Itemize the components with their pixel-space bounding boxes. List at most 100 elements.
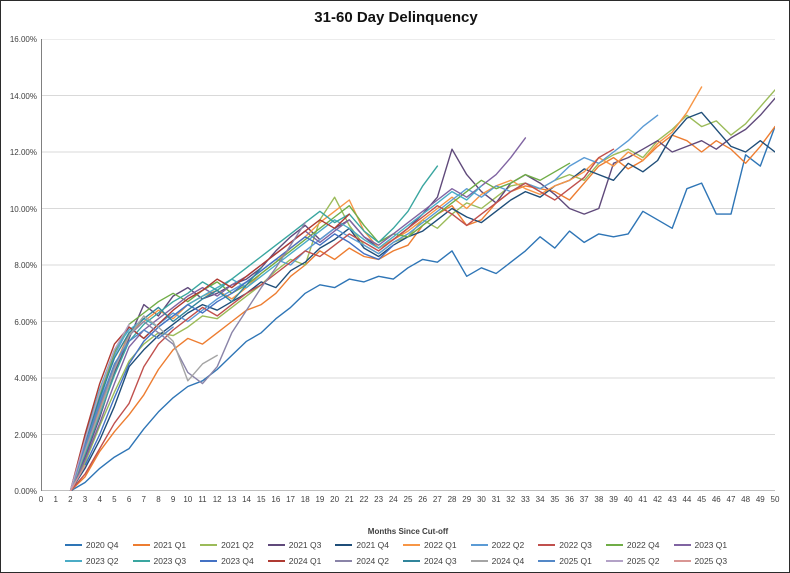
x-tick-label: 38 — [594, 495, 604, 504]
legend-item-2022-Q3: 2022 Q3 — [538, 540, 592, 550]
x-tick-label: 22 — [359, 495, 369, 504]
series-line-2022-Q1 — [69, 86, 703, 491]
x-tick-label: 46 — [711, 495, 721, 504]
legend-label: 2024 Q4 — [491, 556, 525, 566]
x-tick-label: 21 — [344, 495, 354, 504]
x-tick-label: 8 — [156, 495, 161, 504]
x-tick-label: 2 — [68, 495, 73, 504]
series-line-2021-Q1 — [69, 125, 775, 491]
series-line-2024-Q1 — [69, 213, 350, 491]
x-tick-label: 24 — [388, 495, 398, 504]
x-tick-label: 15 — [256, 495, 266, 504]
legend-label: 2024 Q2 — [356, 556, 389, 566]
series-line-2023-Q4 — [69, 233, 394, 491]
legend-item-2023-Q1: 2023 Q1 — [673, 540, 728, 550]
legend-item-2024-Q4: 2024 Q4 — [470, 556, 525, 566]
x-tick-label: 1 — [53, 495, 58, 504]
legend-row-1: 2020 Q4 2021 Q1 2021 Q2 2021 Q3 2021 Q4 2022 … — [1, 540, 789, 550]
x-tick-label: 20 — [330, 495, 340, 504]
legend-label: 2025 Q2 — [626, 556, 660, 566]
series-line-2025-Q3 — [69, 464, 86, 491]
legend-label: 2024 Q3 — [424, 556, 457, 566]
x-tick-label: 9 — [170, 495, 176, 504]
legend-line-swatch — [605, 560, 623, 562]
x-tick-label: 40 — [623, 495, 633, 504]
x-tick-label: 13 — [227, 495, 237, 504]
legend-line-swatch — [538, 544, 556, 546]
x-tick-label: 36 — [565, 495, 574, 504]
x-tick-label: 30 — [476, 495, 486, 504]
x-tick-label: 35 — [550, 495, 560, 504]
x-tick-label: 26 — [418, 495, 428, 504]
legend-line-swatch — [200, 544, 218, 546]
x-tick-label: 6 — [126, 495, 132, 504]
legend-line-swatch — [267, 544, 285, 546]
y-tick-label: 2.00% — [14, 430, 37, 440]
legend-line-swatch — [538, 560, 556, 562]
x-tick-label: 4 — [97, 495, 102, 504]
x-tick-label: 0 — [38, 495, 44, 504]
legend-item-2022-Q2: 2022 Q2 — [470, 540, 525, 550]
x-tick-label: 16 — [271, 495, 281, 504]
series-line-2024-Q3 — [69, 267, 262, 491]
x-tick-label: 17 — [286, 495, 295, 504]
x-tick-label: 33 — [520, 495, 530, 504]
series-line-2024-Q4 — [69, 315, 218, 491]
legend-item-2023-Q2: 2023 Q2 — [64, 556, 119, 566]
legend-item-2020-Q4: 2020 Q4 — [64, 540, 119, 550]
legend-label: 2024 Q1 — [288, 556, 322, 566]
legend-row-2: 2023 Q2 2023 Q3 2023 Q4 2024 Q1 2024 Q2 2024 … — [1, 556, 789, 566]
x-tick-label: 3 — [82, 495, 88, 504]
legend-label: 2023 Q1 — [694, 540, 728, 550]
x-tick-label: 18 — [300, 495, 310, 504]
legend-line-swatch — [403, 560, 420, 562]
legend-item-2025-Q1: 2025 Q1 — [538, 556, 592, 566]
series-line-2025-Q2 — [69, 323, 130, 491]
series-line-2023-Q1 — [69, 137, 527, 491]
x-tick-label: 47 — [726, 495, 736, 504]
x-tick-label: 25 — [403, 495, 413, 504]
y-tick-label: 16.00% — [9, 35, 37, 44]
x-tick-label: 12 — [212, 495, 222, 504]
series-line-2022-Q3 — [69, 148, 615, 491]
legend-item-2022-Q4: 2022 Q4 — [605, 540, 660, 550]
legend-label: 2023 Q4 — [221, 556, 254, 566]
series-line-2024-Q2 — [69, 221, 306, 491]
legend-item-2022-Q1: 2022 Q1 — [403, 540, 457, 550]
series-line-2021-Q4 — [69, 111, 775, 491]
series-line-2023-Q3 — [69, 165, 439, 491]
legend-label: 2023 Q2 — [85, 556, 119, 566]
legend-item-2023-Q4: 2023 Q4 — [200, 556, 254, 566]
x-tick-label: 42 — [653, 495, 662, 504]
legend-item-2023-Q3: 2023 Q3 — [132, 556, 186, 566]
legend-line-swatch — [267, 560, 285, 562]
x-tick-label: 31 — [491, 495, 501, 504]
legend-line-swatch — [335, 544, 353, 546]
x-tick-label: 7 — [141, 495, 146, 504]
legend-label: 2022 Q4 — [626, 540, 660, 550]
legend-label: 2021 Q3 — [288, 540, 322, 550]
x-tick-label: 39 — [609, 495, 618, 504]
legend-label: 2021 Q2 — [221, 540, 254, 550]
legend-label: 2025 Q1 — [559, 556, 592, 566]
x-tick-label: 27 — [432, 495, 442, 504]
y-tick-label: 4.00% — [14, 374, 37, 383]
x-tick-label: 50 — [770, 495, 780, 504]
x-tick-label: 43 — [667, 495, 677, 504]
chart-title: 31-60 Day Delinquency — [314, 9, 478, 26]
legend-line-swatch — [64, 560, 82, 562]
plot-area — [41, 39, 775, 491]
legend-item-2024-Q3: 2024 Q3 — [403, 556, 457, 566]
x-tick-label: 32 — [506, 495, 516, 504]
legend-label: 2022 Q1 — [424, 540, 457, 550]
legend-label: 2022 Q2 — [491, 540, 525, 550]
x-tick-label: 19 — [315, 495, 325, 504]
y-tick-label: 0.00% — [14, 487, 37, 496]
y-tick-label: 8.00% — [14, 261, 37, 270]
x-tick-label: 44 — [682, 495, 692, 504]
legend-item-2024-Q2: 2024 Q2 — [335, 556, 389, 566]
x-tick-label: 29 — [462, 495, 472, 504]
y-tick-label: 12.00% — [9, 148, 37, 157]
series-line-2022-Q4 — [69, 162, 571, 491]
